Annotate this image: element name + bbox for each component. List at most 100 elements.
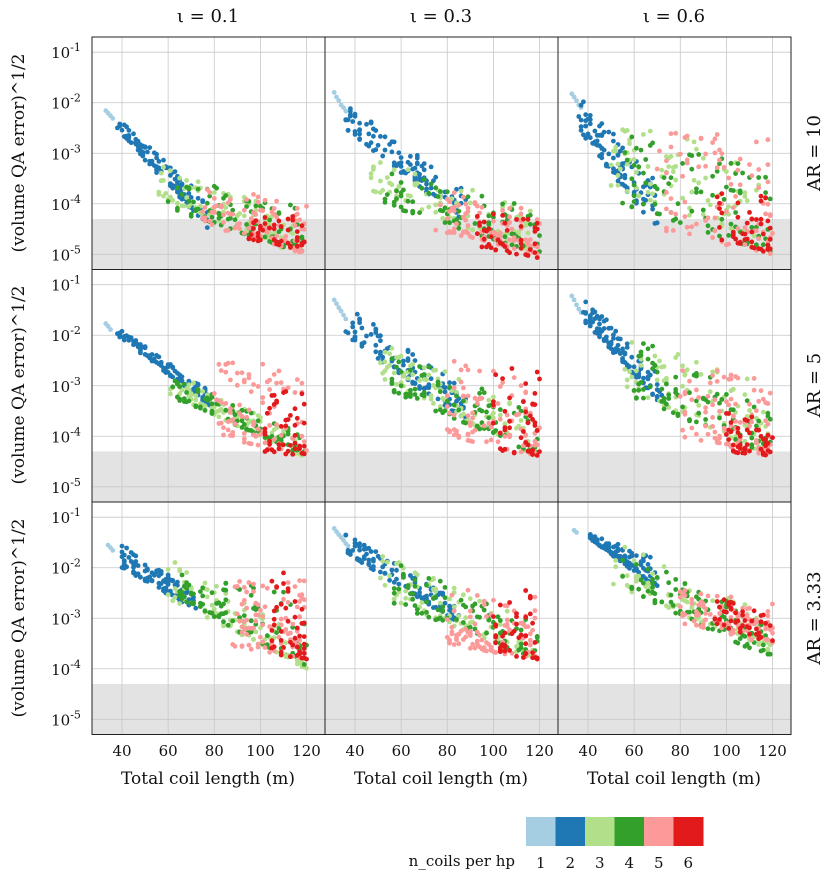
data-point <box>576 114 582 119</box>
data-point <box>338 308 344 314</box>
data-point <box>749 618 755 624</box>
data-point <box>292 247 298 253</box>
data-point <box>278 424 284 429</box>
data-point <box>620 574 625 579</box>
data-point <box>622 366 628 372</box>
data-point <box>641 201 646 207</box>
data-point <box>606 344 612 349</box>
data-point <box>629 134 635 140</box>
data-point <box>216 414 222 420</box>
data-point <box>583 123 589 129</box>
data-point <box>523 651 529 657</box>
data-point <box>447 410 452 416</box>
data-point <box>230 417 236 423</box>
data-point <box>484 640 489 646</box>
data-point <box>767 251 773 257</box>
data-point <box>634 562 639 567</box>
data-point <box>378 360 383 366</box>
data-point <box>451 604 457 610</box>
data-point <box>449 624 455 630</box>
data-point <box>721 597 727 603</box>
data-point <box>742 618 748 623</box>
data-point <box>763 195 768 201</box>
data-point <box>578 127 584 133</box>
data-point <box>234 611 240 617</box>
data-point <box>611 581 616 587</box>
data-point <box>202 580 208 586</box>
data-point <box>211 190 217 196</box>
data-point <box>262 440 268 446</box>
data-point <box>158 363 164 368</box>
data-point <box>391 586 397 591</box>
data-point <box>412 583 418 589</box>
data-point <box>126 555 132 560</box>
data-point <box>726 441 732 447</box>
data-point <box>292 422 298 428</box>
data-point <box>251 237 256 243</box>
data-point <box>142 578 148 584</box>
data-point <box>765 162 771 168</box>
data-point <box>765 218 771 224</box>
data-point <box>274 241 279 247</box>
data-point <box>680 427 685 433</box>
data-point <box>410 166 416 172</box>
data-point <box>698 602 704 608</box>
data-point <box>532 442 538 448</box>
data-point <box>583 310 589 315</box>
data-point <box>343 117 349 123</box>
data-point <box>689 189 695 195</box>
data-point <box>241 207 247 213</box>
data-point <box>405 376 411 381</box>
data-point <box>161 193 166 199</box>
data-point <box>428 376 434 382</box>
data-point <box>331 297 337 303</box>
col-title: ι = 0.1 <box>177 6 239 27</box>
data-point <box>232 412 238 418</box>
data-point <box>470 187 475 193</box>
data-point <box>493 650 499 655</box>
data-point <box>202 407 208 413</box>
data-point <box>172 368 178 374</box>
data-point <box>747 210 752 215</box>
data-point <box>583 118 589 124</box>
data-point <box>375 356 381 361</box>
data-point <box>262 604 268 610</box>
data-point <box>165 199 171 204</box>
data-point <box>419 163 425 169</box>
data-point <box>611 138 616 144</box>
data-point <box>283 389 289 394</box>
data-point <box>260 208 266 214</box>
data-point <box>700 625 706 630</box>
data-point <box>198 404 203 410</box>
data-point <box>620 356 625 361</box>
data-point <box>479 193 485 199</box>
data-point <box>278 224 284 229</box>
data-point <box>511 237 517 243</box>
data-point <box>301 655 307 661</box>
data-point <box>465 205 471 211</box>
data-point <box>110 116 116 121</box>
data-point <box>465 413 471 419</box>
panel <box>91 269 326 503</box>
data-point <box>500 213 505 218</box>
data-point <box>255 641 261 647</box>
data-point <box>193 397 199 403</box>
data-point <box>426 385 432 391</box>
data-point <box>491 410 496 416</box>
data-point <box>514 611 519 616</box>
data-point <box>677 220 683 226</box>
data-point <box>703 423 708 429</box>
data-point <box>401 208 406 214</box>
data-point <box>336 305 342 311</box>
data-point <box>680 195 685 201</box>
data-point <box>497 384 503 389</box>
data-point <box>751 233 757 239</box>
data-point <box>447 220 452 226</box>
data-point <box>724 184 729 190</box>
data-point <box>523 414 529 420</box>
data-point <box>456 208 462 214</box>
data-point <box>622 544 628 550</box>
data-point <box>467 645 473 651</box>
y-tick-label: 10-4 <box>51 425 81 446</box>
data-point <box>497 430 503 436</box>
